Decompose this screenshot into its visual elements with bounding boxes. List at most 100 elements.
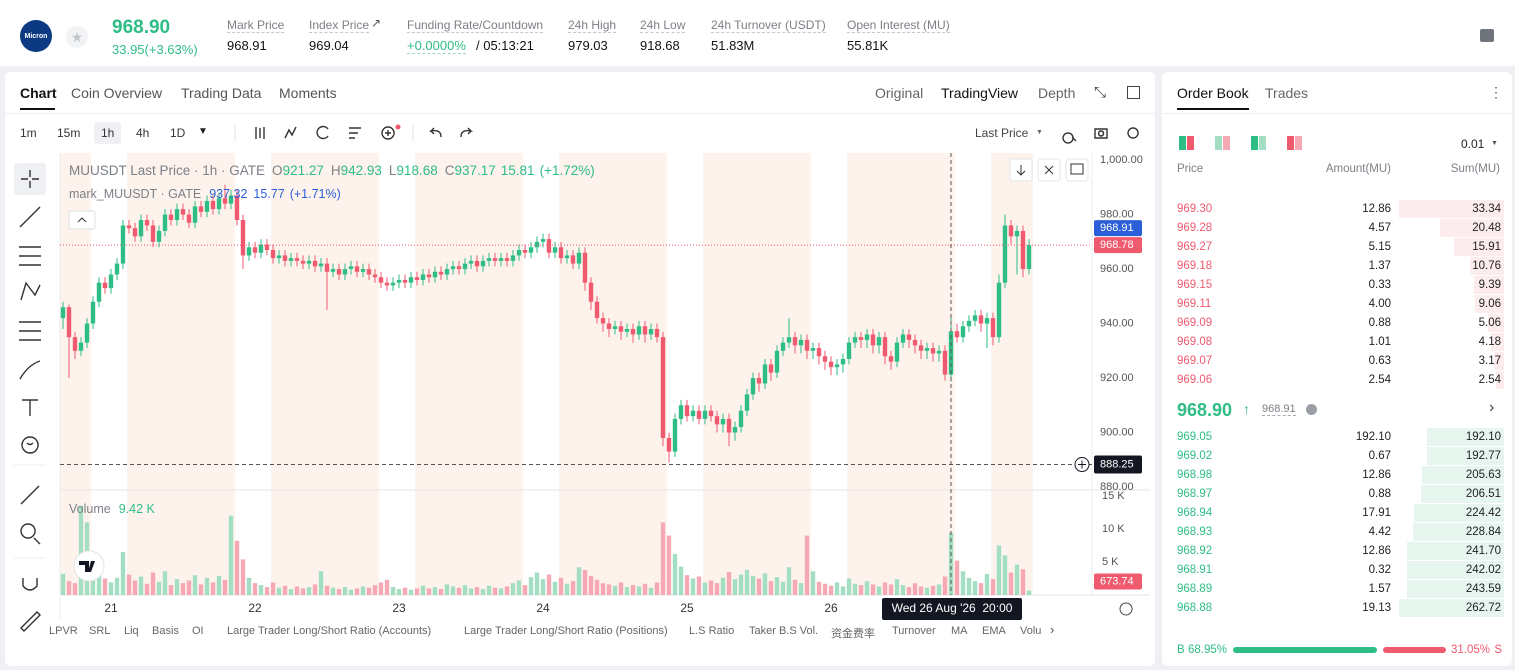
candle-body	[114, 263, 120, 275]
book-price[interactable]: 969.15	[1177, 279, 1213, 291]
indicator-tab[interactable]: MA	[951, 625, 968, 637]
toolbar-icon[interactable]	[460, 127, 474, 138]
view-tab[interactable]: TradingView	[941, 85, 1019, 101]
book-view-icon[interactable]	[1215, 136, 1222, 150]
drawing-tool[interactable]	[21, 170, 39, 188]
book-view-icon[interactable]	[1259, 136, 1266, 150]
indicator-tab[interactable]: SRL	[89, 625, 111, 637]
toolbar-icon[interactable]	[316, 125, 329, 140]
toolbar-icon[interactable]	[428, 127, 442, 138]
chart-tab[interactable]: Moments	[279, 85, 337, 101]
candle-body	[588, 282, 594, 302]
fullscreen-button[interactable]: ⤡	[1094, 84, 1107, 101]
interval-button[interactable]: 4h	[136, 126, 150, 140]
indicator-tab[interactable]: Basis	[152, 625, 179, 637]
y-tick-label: 920.00	[1100, 372, 1134, 384]
indicator-tab[interactable]: Large Trader Long/Short Ratio (Positions…	[464, 625, 668, 637]
toolbar-icon[interactable]	[284, 126, 297, 139]
price-change: 33.95(+3.63%)	[112, 42, 198, 57]
price-source[interactable]: Last Price	[975, 126, 1029, 140]
mid-expand[interactable]: ›	[1489, 399, 1495, 416]
book-view-icon[interactable]	[1295, 136, 1302, 150]
indicator-tab[interactable]: Liq	[124, 625, 139, 637]
book-price[interactable]: 968.93	[1177, 526, 1213, 538]
interval-button[interactable]: 1h	[94, 122, 122, 144]
chart-tab[interactable]: Trading Data	[181, 85, 262, 101]
depth-bar	[1475, 295, 1504, 313]
layout-button[interactable]	[1127, 86, 1140, 99]
book-price[interactable]: 969.08	[1177, 336, 1213, 348]
volume-bar	[252, 583, 258, 595]
book-price[interactable]: 969.02	[1177, 450, 1213, 462]
interval-dropdown[interactable]: ▼	[198, 126, 208, 137]
book-price[interactable]: 968.89	[1177, 583, 1213, 595]
book-price[interactable]: 969.27	[1177, 241, 1213, 253]
book-view-icon[interactable]	[1223, 136, 1230, 150]
toolbar-icon[interactable]	[1127, 127, 1139, 139]
crosshair-time-box	[882, 598, 1022, 620]
toolbar-icon[interactable]	[255, 127, 265, 139]
volume-bar	[144, 583, 150, 595]
indicator-tab[interactable]: 资金费率	[831, 628, 875, 640]
book-price[interactable]: 969.07	[1177, 355, 1213, 367]
book-price[interactable]: 969.09	[1177, 317, 1213, 329]
y2-tick-label: 10 K	[1102, 523, 1125, 535]
indicator-tab[interactable]: Large Trader Long/Short Ratio (Accounts)	[227, 625, 432, 637]
drawing-tool[interactable]	[22, 399, 38, 416]
interval-button[interactable]: 1D	[170, 126, 186, 140]
book-price[interactable]: 968.98	[1177, 469, 1213, 481]
drawing-tool[interactable]	[19, 360, 41, 380]
book-price[interactable]: 968.92	[1177, 545, 1213, 557]
order-book-tab[interactable]: Order Book	[1177, 85, 1249, 101]
header-menu-icon[interactable]	[1480, 29, 1494, 42]
indicator-tab[interactable]: Turnover	[892, 625, 936, 637]
more-menu[interactable]: ⋮	[1489, 84, 1503, 100]
book-price[interactable]: 969.28	[1177, 222, 1213, 234]
indicator-scroll[interactable]: ›	[1050, 622, 1055, 637]
toolbar-icon[interactable]	[381, 126, 395, 140]
indicator-tab[interactable]: Volu	[1020, 625, 1042, 637]
depth-bar	[1407, 542, 1504, 560]
indicator-tab[interactable]: LPVR	[49, 625, 78, 637]
toolbar-separators	[234, 124, 414, 142]
drawing-tool[interactable]	[21, 436, 39, 454]
book-price[interactable]: 968.88	[1177, 602, 1213, 614]
drawing-tool[interactable]	[19, 206, 41, 228]
book-price[interactable]: 969.30	[1177, 203, 1213, 215]
book-price[interactable]: 968.94	[1177, 507, 1213, 519]
book-price[interactable]: 969.05	[1177, 431, 1213, 443]
toolbar-icon[interactable]	[1094, 128, 1108, 139]
indicator-tab[interactable]: EMA	[982, 625, 1006, 637]
indicator-tab[interactable]: OI	[192, 625, 204, 637]
toolbar-icon[interactable]	[349, 127, 361, 139]
book-view-icon[interactable]	[1187, 136, 1194, 150]
indicator-tab[interactable]: Taker B.S Vol.	[749, 625, 819, 637]
order-book-tab[interactable]: Trades	[1265, 85, 1309, 101]
book-price[interactable]: 969.18	[1177, 260, 1213, 272]
interval-button[interactable]: 15m	[57, 126, 81, 140]
drawing-tool[interactable]	[20, 485, 40, 505]
view-tab[interactable]: Depth	[1038, 85, 1076, 101]
drawing-tool[interactable]	[20, 523, 41, 545]
drawing-tool[interactable]	[20, 611, 41, 632]
book-view-icon[interactable]	[1287, 136, 1294, 150]
view-tab[interactable]: Original	[875, 85, 924, 101]
book-price[interactable]: 969.11	[1177, 298, 1212, 310]
drawing-tool[interactable]	[22, 578, 38, 591]
drawing-tool[interactable]	[20, 281, 41, 301]
drawing-tool[interactable]	[19, 321, 41, 341]
chart-tab[interactable]: Coin Overview	[71, 85, 163, 101]
interval-button[interactable]: 1m	[20, 126, 37, 140]
book-price[interactable]: 968.91	[1177, 564, 1213, 576]
chart-tab[interactable]: Chart	[20, 85, 57, 101]
volume-bar	[234, 540, 240, 595]
toolbar-icon[interactable]	[1062, 132, 1077, 144]
favorite-star[interactable]: ★	[66, 26, 88, 48]
book-view-icon[interactable]	[1251, 136, 1258, 150]
book-price[interactable]: 968.97	[1177, 488, 1213, 500]
drawing-tool[interactable]	[19, 246, 41, 266]
book-price[interactable]: 969.06	[1177, 374, 1213, 386]
book-view-icon[interactable]	[1179, 136, 1186, 150]
precision[interactable]: 0.01	[1461, 137, 1485, 151]
indicator-tab[interactable]: L.S Ratio	[689, 625, 735, 637]
